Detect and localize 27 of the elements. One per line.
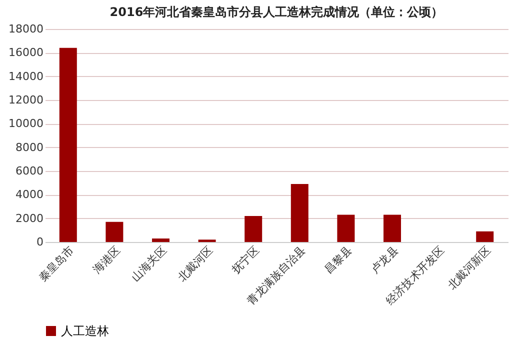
y-tick-label: 2000 [16,212,44,225]
y-tick-label: 0 [36,236,44,248]
legend-label: 人工造林 [61,324,109,338]
bar [476,231,494,242]
y-tick-label: 14000 [8,70,44,83]
y-tick-label: 10000 [8,117,44,130]
bar [337,214,355,242]
x-tick-label: 山海关区 [128,244,170,284]
y-tick-label: 6000 [16,164,44,178]
y-tick-label: 12000 [8,94,44,106]
x-tick-label: 抚宁区 [228,244,262,278]
x-tick-label: 北戴河区 [175,244,216,284]
bar [106,222,124,242]
bar [59,48,77,242]
x-tick-label: 海港区 [90,244,123,276]
x-tick-label: 卢龙县 [368,244,401,276]
bar [290,184,308,242]
chart-title: 2016年河北省秦皇岛市分县人工造林完成情况（单位：公顷） [110,5,444,19]
bar [384,214,401,242]
y-tick-label: 16000 [8,46,44,60]
y-tick-label: 4000 [16,188,44,202]
bar [244,216,262,242]
x-tick-label: 北戴河新区 [445,244,494,292]
x-tick-label: 昌黎县 [322,244,354,276]
y-tick-label: 8000 [16,140,44,154]
bar [152,238,170,242]
y-tick-label: 18000 [8,22,44,36]
